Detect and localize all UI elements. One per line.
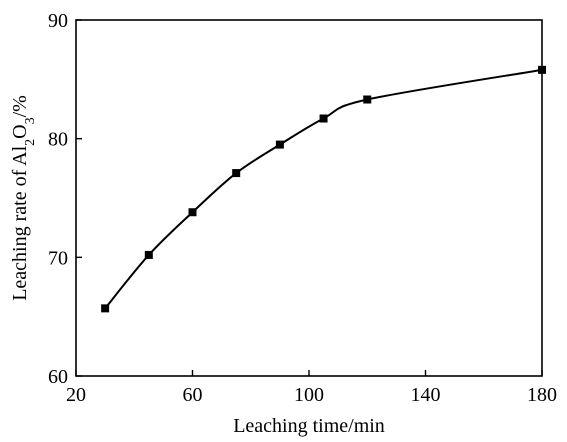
axis-ticks — [75, 19, 543, 377]
data-point — [319, 114, 328, 123]
data-point — [101, 304, 110, 313]
y-axis-label-prefix: Leaching rate of Al — [9, 145, 31, 300]
y-axis-label-sub2: 3 — [23, 117, 38, 124]
y-axis-label: Leaching rate of Al2O3/% — [9, 95, 38, 301]
x-tick-label: 180 — [527, 384, 557, 406]
y-tick-label: 60 — [48, 366, 68, 388]
data-point — [538, 65, 546, 74]
data-point — [275, 140, 284, 149]
x-tick-label: 60 — [183, 384, 203, 406]
data-point — [144, 250, 153, 259]
y-axis-label-suffix: /% — [9, 95, 31, 117]
x-tick-label: 140 — [411, 384, 441, 406]
y-axis-label-mid: O — [9, 124, 31, 138]
data-point — [232, 169, 241, 178]
y-tick-label: 80 — [48, 129, 68, 151]
x-tick-label: 20 — [66, 384, 86, 406]
y-tick-label: 90 — [48, 10, 68, 32]
plot-frame — [75, 19, 543, 377]
series-line — [104, 68, 543, 309]
x-tick-label: 100 — [294, 384, 324, 406]
data-point — [188, 208, 197, 217]
x-axis-label: Leaching time/min — [233, 415, 385, 437]
y-axis-label-sub1: 2 — [23, 139, 38, 146]
data-point — [363, 95, 372, 104]
y-tick-label: 70 — [48, 247, 68, 269]
series-markers — [101, 65, 546, 313]
